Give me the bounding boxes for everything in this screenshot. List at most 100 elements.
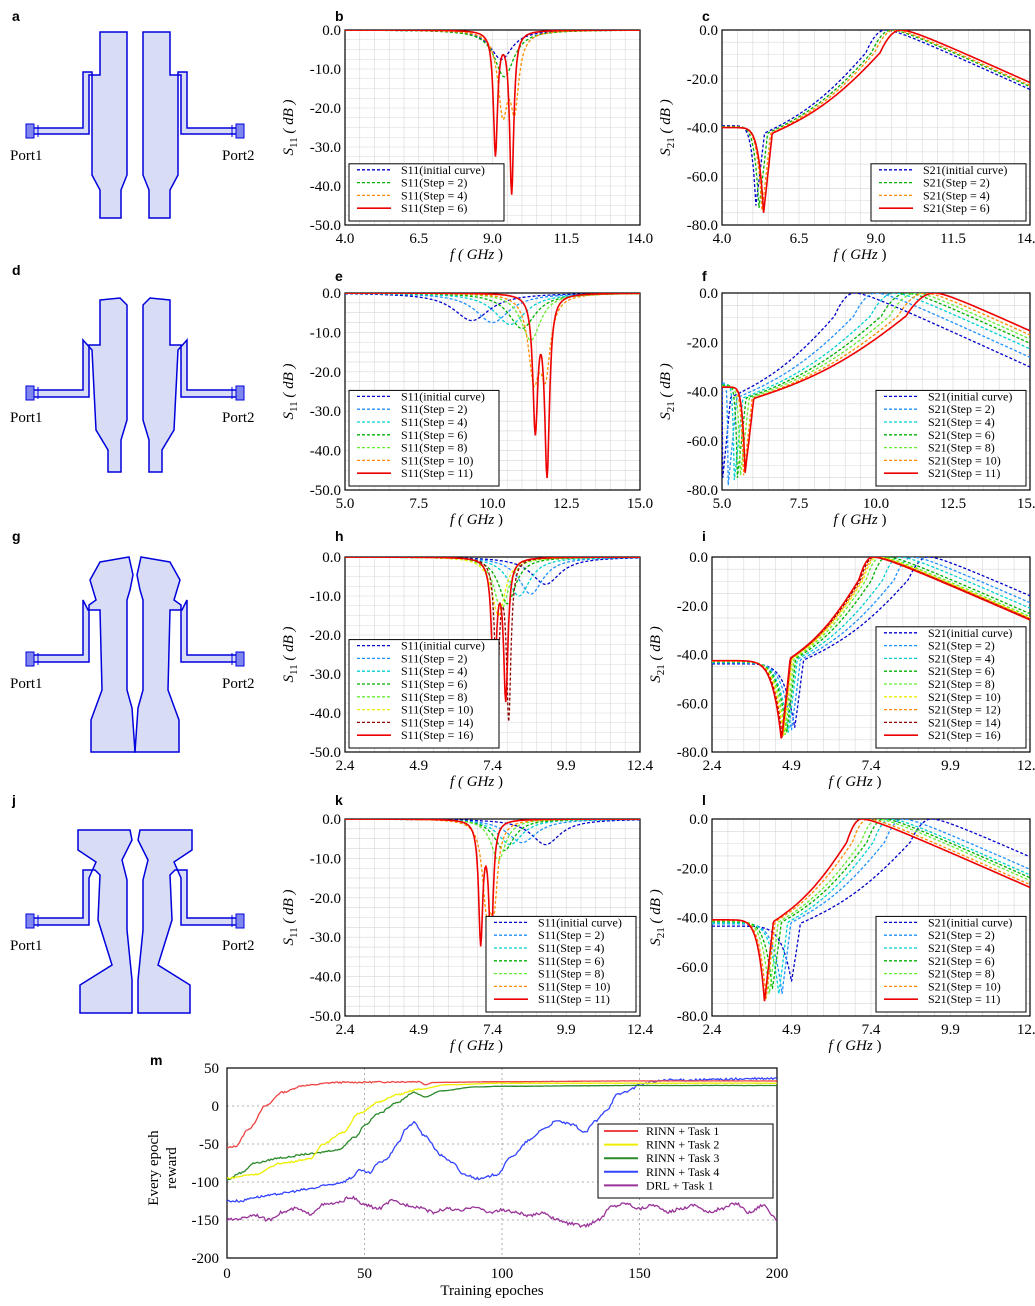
legend-label: S21(Step = 11) [928, 992, 1000, 1006]
chart-l: 2.4 4.9 7.4 9.9 12.4 0.0 -20.0 -40.0 -60.0 -80.0 f… [648, 812, 1035, 1054]
series-line [712, 557, 1030, 735]
x-tick-label: 2.4 [703, 1022, 722, 1038]
y-tick-label: -30.0 [310, 930, 341, 946]
legend-label: S21(Step = 14) [928, 715, 1001, 729]
legend: S11(initial curve)S11(Step = 2)S11(Step … [348, 639, 500, 749]
series-line [345, 293, 640, 388]
legend-label: S11(Step = 6) [401, 201, 467, 215]
series-line [722, 293, 1030, 476]
legend: S11(initial curve)S11(Step = 2)S11(Step … [348, 163, 505, 222]
y-tick-label: -20.0 [310, 101, 341, 117]
series-line [722, 293, 1030, 486]
panel-label-c: c [702, 8, 710, 24]
legend-box [870, 163, 1027, 222]
panel-label-e: e [335, 268, 343, 284]
y-axis-label: S21 ( dB ) [648, 626, 667, 682]
x-tick-label: 9.9 [941, 1022, 960, 1038]
series-group [345, 293, 640, 479]
x-axis-label: f ( GHz ) [450, 247, 503, 263]
series-line [227, 1195, 777, 1229]
right-resonator [134, 556, 239, 753]
y-axis-label-line2: reward [164, 1147, 180, 1189]
x-axis-label: f ( GHz ) [834, 247, 887, 263]
y-tick-label: -60.0 [677, 696, 708, 712]
series-group [345, 30, 640, 195]
series-line [722, 30, 1030, 213]
x-tick-label: 11.5 [553, 231, 579, 247]
legend-label: S11(Step = 2) [538, 928, 604, 942]
series-line [722, 293, 1030, 478]
series-line [712, 557, 1030, 739]
plot-frame [344, 292, 641, 491]
y-tick-label: -40.0 [677, 648, 708, 664]
chart-m: 0 50 100 150 200 50 0 -50 -100 -150 -200 Training e… [146, 1061, 788, 1299]
legend: S11(initial curve)S11(Step = 2)S11(Step … [348, 389, 500, 487]
series-line [722, 30, 1030, 206]
filter-layout-a: Port1 Port2 [10, 31, 255, 219]
plot-frame [344, 556, 641, 753]
series-line [345, 557, 640, 595]
x-axis-label: f ( GHz ) [450, 774, 503, 790]
y-axis-label: S11 ( dB ) [281, 889, 300, 945]
right-resonator [142, 31, 239, 219]
legend-label: S21(Step = 6) [928, 428, 995, 442]
series-line [712, 819, 1030, 999]
legend-box [485, 915, 637, 1013]
legend-label: S21(Step = 10) [928, 979, 1001, 993]
series-line [345, 293, 640, 326]
legend-label: S11(initial curve) [401, 163, 485, 177]
legend-box [348, 639, 500, 749]
legend-label: S11(Step = 8) [538, 967, 604, 981]
series-line [712, 819, 1030, 989]
y-tick-label: -10.0 [310, 851, 341, 867]
legend-label: S11(Step = 10) [401, 453, 473, 467]
panel-label-d: d [12, 262, 21, 278]
x-tick-label: 6.5 [790, 231, 809, 247]
y-tick-label: 0.0 [689, 550, 708, 566]
y-tick-label: -20.0 [687, 335, 718, 351]
legend: S21(initial curve)S21(Step = 2)S21(Step … [870, 163, 1027, 222]
y-tick-label: -40.0 [310, 970, 341, 986]
x-tick-label: 12.4 [1017, 1022, 1035, 1038]
chart-h: 2.4 4.9 7.4 9.9 12.4 0.0 -10.0 -20.0 -30.0 -40.0 -… [281, 550, 654, 790]
x-tick-label: 9.9 [557, 758, 576, 774]
series-line [712, 819, 1030, 994]
series-line [345, 557, 640, 722]
filter-layout-j: Port1 Port2 [10, 829, 255, 1014]
y-tick-label: -40.0 [310, 706, 341, 722]
y-tick-label: -80.0 [687, 218, 718, 234]
y-tick-label: -80.0 [677, 1009, 708, 1025]
y-tick-label: -30.0 [310, 140, 341, 156]
legend-label: S21(Step = 2) [928, 402, 995, 416]
panel-label-a: a [12, 8, 20, 24]
x-tick-label: 0 [223, 1266, 231, 1282]
plot-frame [344, 818, 641, 1017]
y-tick-label: -60.0 [687, 169, 718, 185]
x-tick-label: 10.0 [479, 496, 505, 512]
legend-label: S21(initial curve) [928, 915, 1012, 929]
legend-label: S21(Step = 2) [923, 176, 990, 190]
legend-label: S11(Step = 4) [401, 415, 467, 429]
y-axis-label-line1: Every epoch [146, 1130, 162, 1206]
y-tick-label: 0.0 [322, 286, 341, 302]
port1-connector [25, 651, 35, 667]
chart-c: 4.0 6.5 9.0 11.5 14.0 0.0 -20.0 -40.0 -60.0 -80.0… [658, 23, 1035, 263]
series-line [722, 30, 1030, 211]
series-line [345, 557, 640, 585]
legend-label: RINN + Task 2 [646, 1138, 719, 1152]
x-tick-label: 7.4 [862, 1022, 881, 1038]
legend-label: S11(Step = 4) [538, 941, 604, 955]
series-line [345, 293, 640, 322]
legend-label: S11(Step = 8) [401, 441, 467, 455]
x-tick-label: 12.5 [553, 496, 579, 512]
y-tick-label: -150 [192, 1213, 220, 1229]
y-tick-label: -10.0 [310, 62, 341, 78]
y-tick-label: -100 [192, 1175, 220, 1191]
legend-box [875, 626, 1027, 749]
series-line [345, 293, 640, 479]
y-tick-label: -50.0 [310, 1009, 341, 1025]
legend-box [348, 163, 505, 222]
y-tick-label: -60.0 [677, 960, 708, 976]
